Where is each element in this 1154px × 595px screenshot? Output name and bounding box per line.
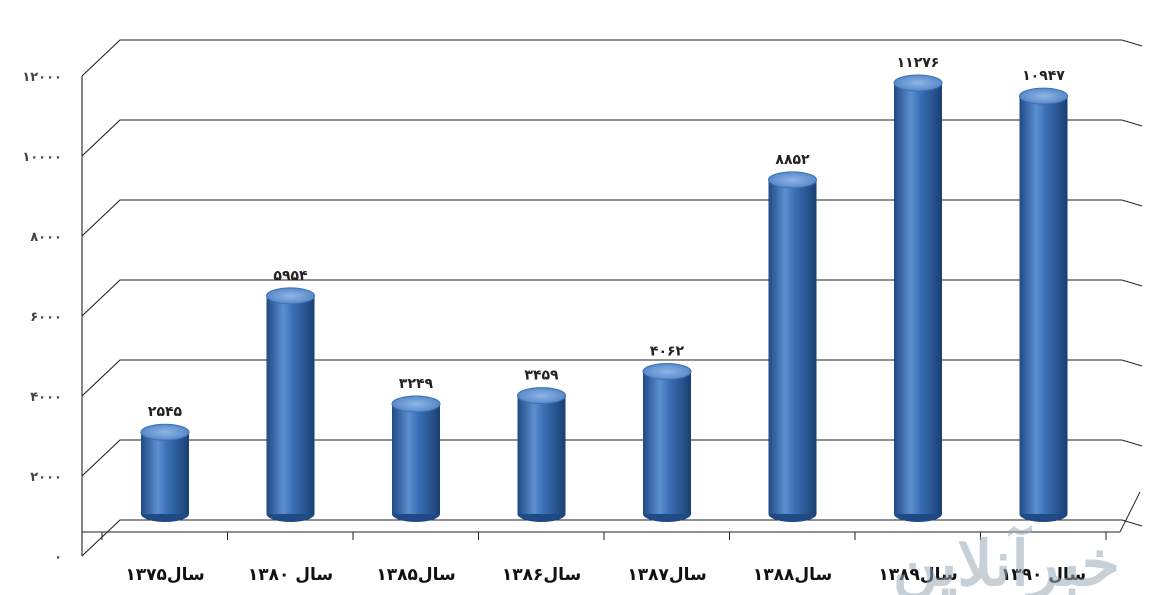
data-label: ۸۸۵۲ bbox=[775, 152, 810, 168]
data-label: ۱۱۲۷۶ bbox=[897, 55, 940, 71]
grid-line bbox=[81, 39, 1143, 77]
bar-body bbox=[768, 179, 817, 515]
bar-top bbox=[517, 387, 566, 405]
bar-body bbox=[392, 404, 440, 514]
bar-top bbox=[1019, 87, 1068, 105]
y-tick-label: ۶۰۰۰ bbox=[30, 310, 62, 325]
x-tick-label: سال۱۳۸۶ bbox=[502, 565, 581, 585]
grid-line bbox=[81, 279, 1143, 317]
bar bbox=[642, 363, 692, 522]
x-tick-label: سال۱۳۸۹ bbox=[878, 565, 957, 585]
x-tick-label: سال ۱۳۹۰ bbox=[1001, 565, 1086, 585]
y-tick-label: ۱۰۰۰۰ bbox=[22, 150, 62, 165]
floor-edge bbox=[1119, 491, 1141, 533]
bar-top bbox=[642, 363, 692, 381]
x-tick-label: سال۱۳۸۸ bbox=[753, 565, 832, 585]
data-label: ۱۰۹۴۷ bbox=[1022, 68, 1065, 84]
x-tick-label: سال۱۳۸۷ bbox=[627, 565, 706, 585]
y-tick-label: ۸۰۰۰ bbox=[30, 230, 62, 245]
grid-line bbox=[81, 519, 1143, 557]
y-tick-label: ۰ bbox=[54, 550, 62, 565]
bar-top bbox=[140, 423, 190, 441]
bar-body bbox=[894, 82, 942, 515]
y-tick-label: ۲۰۰۰ bbox=[30, 470, 62, 485]
x-axis: سال۱۳۷۵ سال ۱۳۸۰ سال۱۳۸۵ سال۱۳۸۶ سال۱۳۸۷ سال۱… bbox=[82, 491, 1141, 585]
bar-body bbox=[517, 395, 566, 514]
bar bbox=[266, 287, 315, 522]
bar bbox=[893, 74, 943, 522]
grid-line bbox=[81, 119, 1143, 157]
y-tick-label: ۱۲۰۰۰ bbox=[22, 70, 62, 85]
bar bbox=[140, 423, 190, 522]
bar-top bbox=[893, 74, 943, 92]
y-axis: ۰ ۲۰۰۰ ۴۰۰۰ ۶۰۰۰ ۸۰۰۰ ۱۰۰۰۰ ۱۲۰۰۰ bbox=[22, 70, 62, 565]
bar-body bbox=[266, 295, 315, 514]
bar-body bbox=[1019, 96, 1068, 515]
bars bbox=[140, 74, 1068, 522]
data-label: ۴۰۶۲ bbox=[650, 344, 685, 360]
y-tick-label: ۴۰۰۰ bbox=[30, 390, 62, 405]
bar bbox=[768, 171, 817, 522]
bar-top bbox=[391, 395, 441, 413]
x-tick-label: سال۱۳۷۵ bbox=[125, 565, 204, 585]
data-label: ۳۲۴۹ bbox=[399, 376, 434, 392]
bar-body bbox=[141, 432, 189, 514]
x-tick-label: سال۱۳۸۵ bbox=[376, 565, 455, 585]
bar bbox=[1019, 87, 1068, 522]
grid-lines bbox=[81, 39, 1143, 557]
grid-line bbox=[81, 439, 1143, 477]
data-labels: ۲۵۴۵ ۵۹۵۴ ۳۲۴۹ ۳۴۵۹ ۴۰۶۲ ۸۸۵۲ ۱۱۲۷۶ ۱۰۹۴۷ bbox=[148, 55, 1065, 420]
grid-line bbox=[81, 199, 1143, 237]
bar-top bbox=[768, 171, 817, 189]
data-label: ۳۴۵۹ bbox=[524, 368, 559, 384]
data-label: ۲۵۴۵ bbox=[148, 404, 183, 420]
watermark-logo: خبرآنلاین bbox=[893, 524, 1120, 595]
data-label: ۵۹۵۴ bbox=[273, 268, 308, 284]
grid-line bbox=[81, 359, 1143, 397]
bar-top bbox=[266, 287, 315, 305]
x-tick-label: سال ۱۳۸۰ bbox=[248, 565, 333, 585]
bar bbox=[391, 395, 441, 522]
bar bbox=[517, 387, 566, 522]
bar-body bbox=[643, 371, 691, 514]
